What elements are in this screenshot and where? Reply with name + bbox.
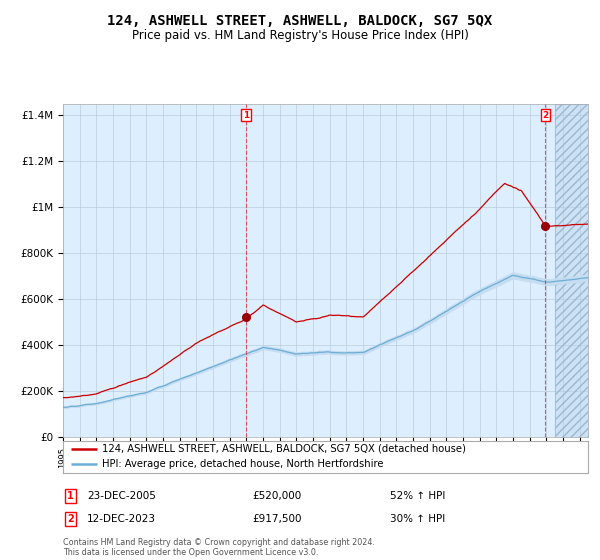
Text: 124, ASHWELL STREET, ASHWELL, BALDOCK, SG7 5QX (detached house): 124, ASHWELL STREET, ASHWELL, BALDOCK, S… bbox=[103, 444, 466, 454]
Text: Price paid vs. HM Land Registry's House Price Index (HPI): Price paid vs. HM Land Registry's House … bbox=[131, 29, 469, 42]
Text: 52% ↑ HPI: 52% ↑ HPI bbox=[390, 491, 445, 501]
Text: £917,500: £917,500 bbox=[252, 514, 302, 524]
Text: 23-DEC-2005: 23-DEC-2005 bbox=[87, 491, 156, 501]
Text: 2: 2 bbox=[542, 111, 548, 120]
Text: 1: 1 bbox=[243, 111, 249, 120]
Text: 124, ASHWELL STREET, ASHWELL, BALDOCK, SG7 5QX: 124, ASHWELL STREET, ASHWELL, BALDOCK, S… bbox=[107, 14, 493, 28]
Text: £520,000: £520,000 bbox=[252, 491, 301, 501]
Text: 12-DEC-2023: 12-DEC-2023 bbox=[87, 514, 156, 524]
Text: 1: 1 bbox=[67, 491, 74, 501]
Text: Contains HM Land Registry data © Crown copyright and database right 2024.
This d: Contains HM Land Registry data © Crown c… bbox=[63, 538, 375, 557]
Text: 2: 2 bbox=[67, 514, 74, 524]
Text: HPI: Average price, detached house, North Hertfordshire: HPI: Average price, detached house, Nort… bbox=[103, 459, 384, 469]
Text: 30% ↑ HPI: 30% ↑ HPI bbox=[390, 514, 445, 524]
